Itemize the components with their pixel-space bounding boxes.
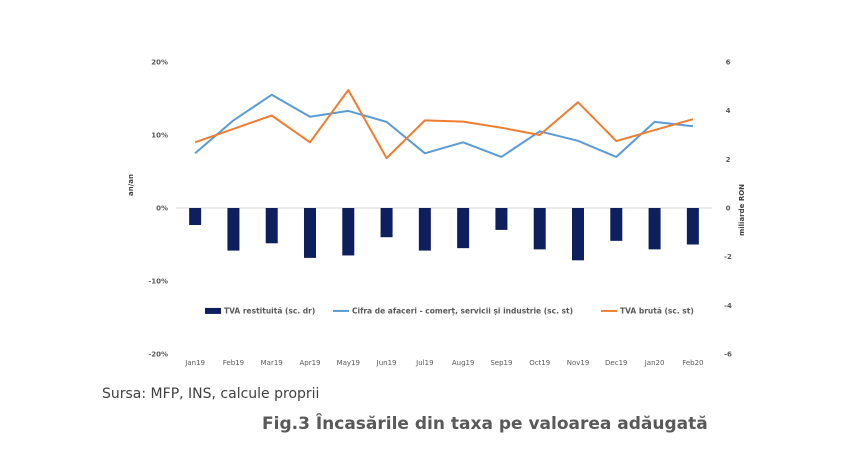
- right-tick-label: 4: [726, 107, 731, 115]
- left-axis-ticks: 20% 10% 0% -10% -20%: [148, 59, 168, 359]
- right-tick-label: -4: [724, 302, 732, 310]
- bar: [648, 208, 661, 250]
- x-tick-label: Jan19: [184, 359, 205, 367]
- right-tick-label: -6: [724, 351, 732, 359]
- bar: [610, 208, 623, 241]
- x-tick-label: Feb20: [682, 359, 703, 367]
- x-tick-label: Jun19: [376, 359, 397, 367]
- x-tick-label: Oct19: [529, 359, 550, 367]
- legend-label: TVA brută (sc. st): [620, 307, 694, 316]
- bar: [686, 208, 699, 245]
- lines-group: [194, 89, 694, 160]
- x-tick-label: Aug19: [452, 359, 475, 367]
- x-tick-label: Apr19: [299, 359, 320, 367]
- legend-label: Cifra de afaceri - comerț, servicii și i…: [352, 307, 573, 317]
- bar: [380, 208, 393, 238]
- bar: [342, 208, 355, 256]
- left-tick-label: 20%: [151, 59, 168, 67]
- x-tick-label: Mar19: [261, 359, 283, 367]
- source-note: Sursa: MFP, INS, calcule proprii: [102, 386, 320, 402]
- bar: [265, 208, 278, 244]
- legend: TVA restituită (sc. dr) Cifra de afaceri …: [205, 307, 694, 317]
- x-tick-label: Feb19: [223, 359, 244, 367]
- x-tick-label: Nov19: [567, 359, 590, 367]
- bar: [418, 208, 431, 251]
- bar: [304, 208, 316, 258]
- x-tick-label: Jul19: [415, 359, 433, 367]
- bars-group: [189, 208, 699, 261]
- x-tick-label: Jan20: [644, 359, 665, 367]
- right-axis-ticks: 6 4 2 0 -2 -4 -6: [724, 59, 732, 359]
- left-tick-label: 0%: [156, 205, 168, 213]
- bar: [533, 208, 546, 250]
- turnover-line: [194, 93, 694, 158]
- left-axis-title: an/an: [127, 174, 135, 196]
- legend-label: TVA restituită (sc. dr): [224, 307, 315, 316]
- bar: [457, 208, 470, 249]
- x-tick-label: Dec19: [605, 359, 627, 367]
- bar: [495, 208, 508, 230]
- gross-vat-line: [194, 89, 694, 160]
- right-tick-label: 6: [726, 59, 731, 67]
- left-tick-label: 10%: [151, 132, 168, 140]
- bar: [227, 208, 240, 251]
- left-tick-label: -20%: [148, 351, 168, 359]
- right-tick-label: -2: [724, 253, 732, 261]
- bar: [189, 208, 202, 226]
- left-tick-label: -10%: [148, 278, 168, 286]
- x-axis-ticks: Jan19 Feb19 Mar19 Apr19 May19 Jun19 Jul19 Aug19…: [184, 359, 703, 367]
- x-tick-label: May19: [337, 359, 360, 367]
- chart: 20% 10% 0% -10% -20% 6 4 2 0 -2 -4 -6 Jan19 Feb19 Ma…: [127, 59, 746, 368]
- right-tick-label: 2: [726, 156, 731, 164]
- bar: [572, 208, 584, 261]
- legend-bar-swatch: [205, 307, 221, 314]
- right-axis-title: miliarde RON: [738, 184, 746, 236]
- figure-title: Fig.3 Încasările din taxa pe valoarea ad…: [262, 414, 708, 434]
- right-tick-label: 0: [726, 205, 731, 213]
- x-tick-label: Sep19: [490, 359, 512, 367]
